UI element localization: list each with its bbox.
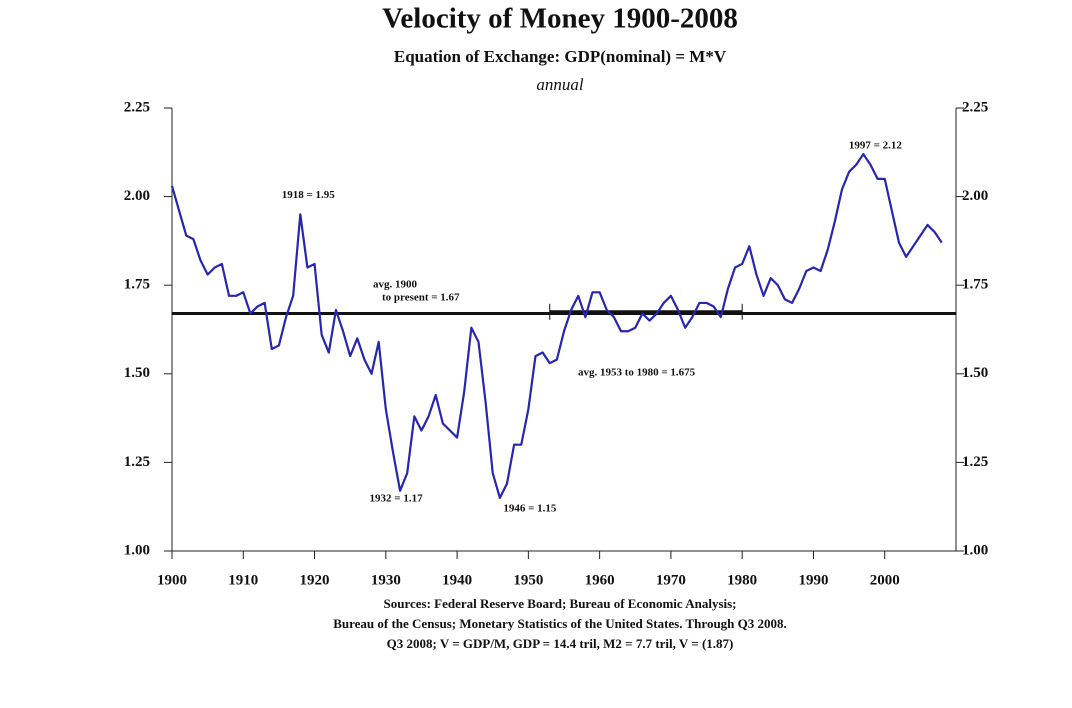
y-tick-label: 2.25 <box>124 99 150 115</box>
x-tick-label: 1960 <box>585 572 615 588</box>
x-tick-label: 1900 <box>157 572 187 588</box>
y2-tick-label: 1.00 <box>962 542 988 558</box>
chart-subtitle: Equation of Exchange: GDP(nominal) = M*V <box>394 47 727 66</box>
x-tick-label: 1970 <box>656 572 686 588</box>
x-tick-label: 1950 <box>513 572 543 588</box>
source-note: Q3 2008; V = GDP/M, GDP = 14.4 tril, M2 … <box>387 636 734 651</box>
x-tick-label: 1930 <box>371 572 401 588</box>
reference-label: to present = 1.67 <box>382 292 460 304</box>
annotation: 1932 = 1.17 <box>370 492 424 504</box>
y-tick-label: 1.25 <box>124 454 150 470</box>
reference-label: avg. 1953 to 1980 = 1.675 <box>578 367 696 379</box>
y-tick-label: 1.50 <box>124 365 150 381</box>
y-tick-label: 1.00 <box>124 542 150 558</box>
source-note: Bureau of the Census; Monetary Statistic… <box>333 616 787 631</box>
reference-label: avg. 1900 <box>373 279 418 291</box>
y-tick-label: 2.00 <box>124 188 150 204</box>
x-tick-label: 1910 <box>228 572 258 588</box>
y-tick-label: 1.75 <box>124 277 150 293</box>
y2-tick-label: 2.00 <box>962 188 988 204</box>
chart: Velocity of Money 1900-2008 Equation of … <box>0 0 1072 708</box>
y2-tick-label: 2.25 <box>962 99 988 115</box>
x-tick-label: 1920 <box>300 572 330 588</box>
source-note: Sources: Federal Reserve Board; Bureau o… <box>383 596 736 611</box>
series-line <box>172 154 942 498</box>
annotation: 1918 = 1.95 <box>282 189 336 201</box>
x-tick-label: 1980 <box>727 572 757 588</box>
chart-title: Velocity of Money 1900-2008 <box>382 3 738 35</box>
y2-tick-label: 1.50 <box>962 365 988 381</box>
x-tick-label: 1940 <box>442 572 472 588</box>
x-tick-label: 1990 <box>798 572 828 588</box>
frequency-label: annual <box>536 75 584 94</box>
x-tick-label: 2000 <box>870 572 900 588</box>
annotation: 1997 = 2.12 <box>849 140 903 152</box>
y2-tick-label: 1.25 <box>962 454 988 470</box>
annotation: 1946 = 1.15 <box>503 502 557 514</box>
y2-tick-label: 1.75 <box>962 277 988 293</box>
